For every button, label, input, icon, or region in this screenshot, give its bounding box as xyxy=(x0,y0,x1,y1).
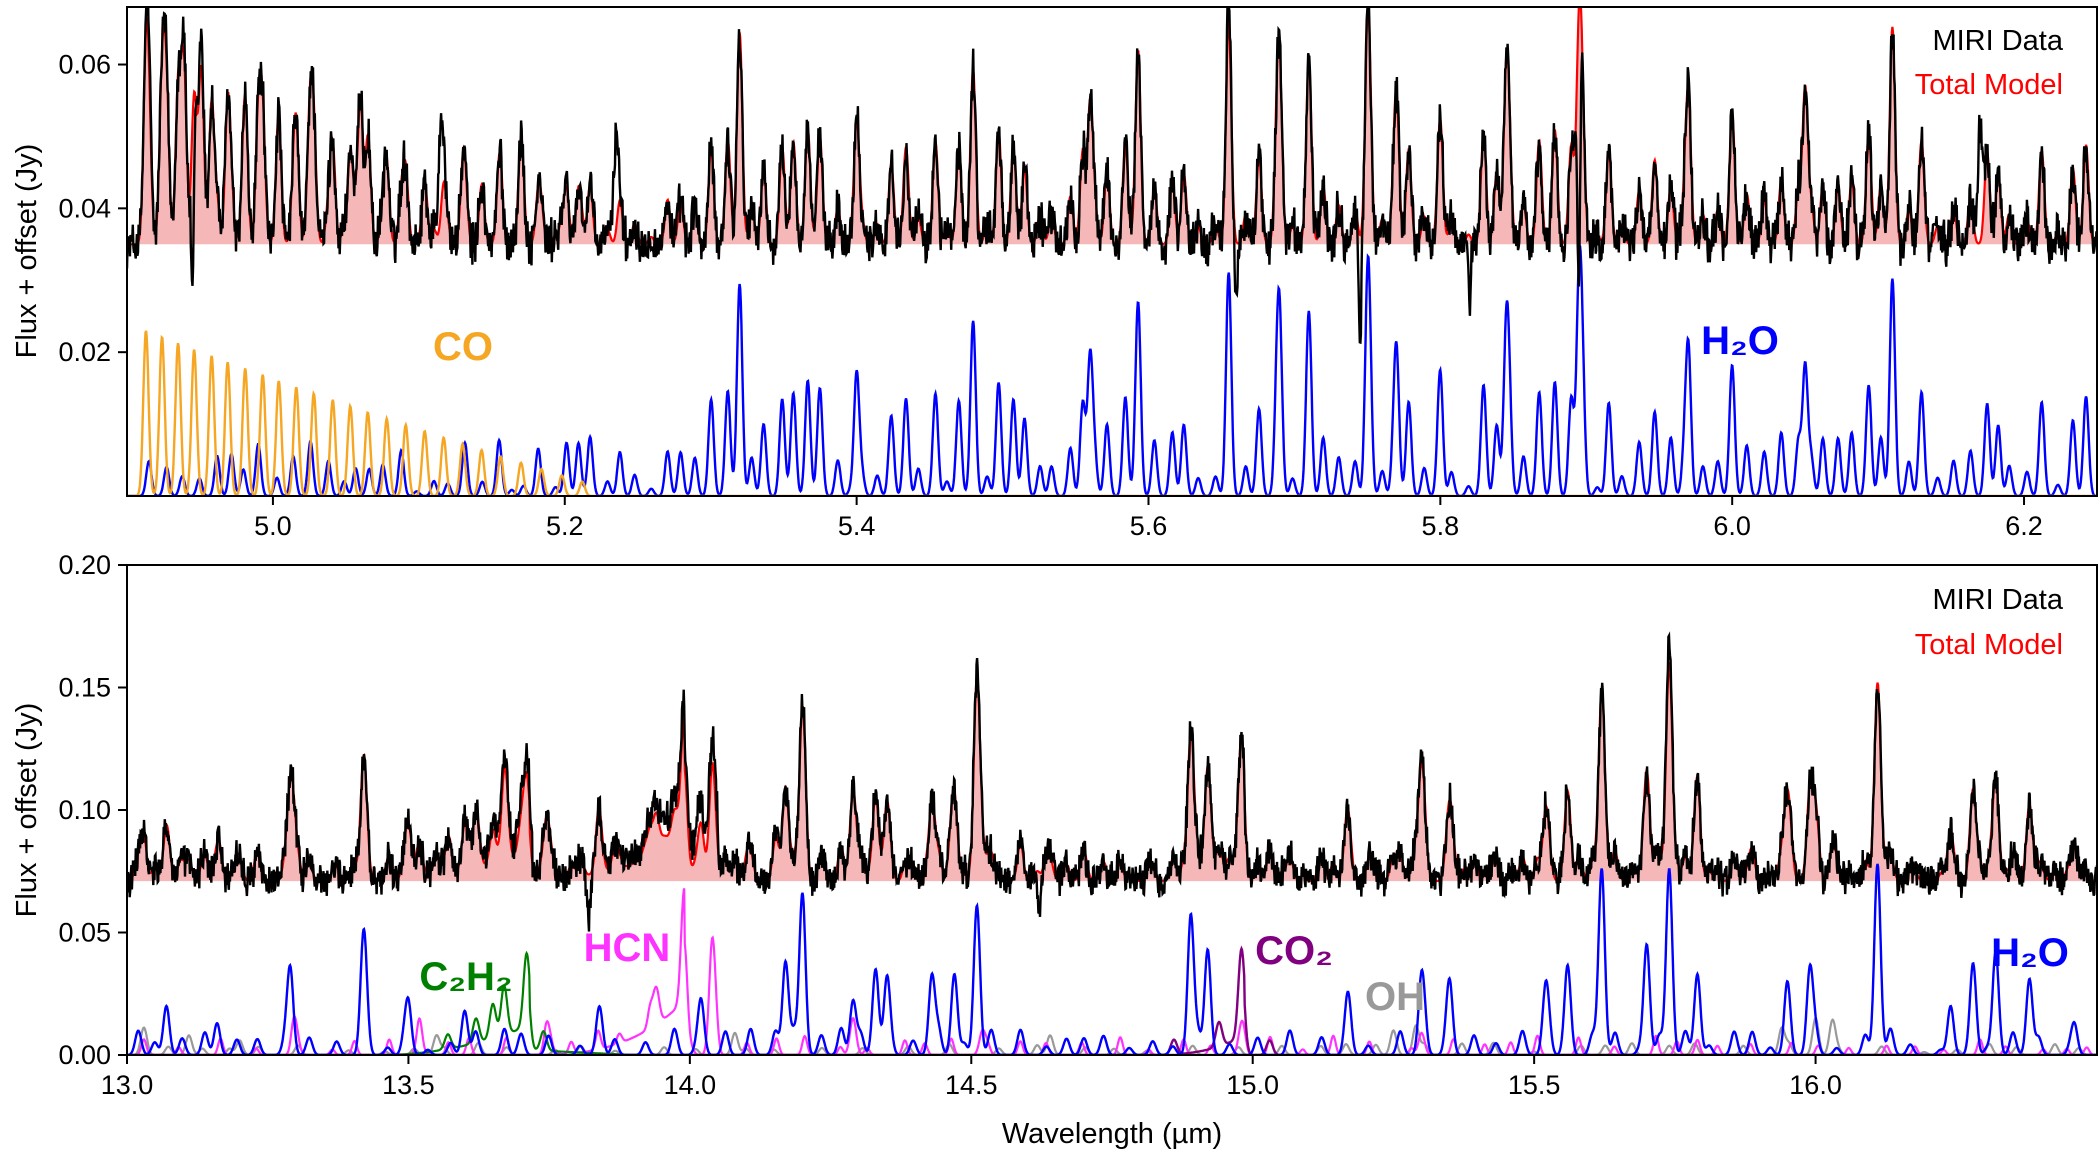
bottom-hcn-label: HCN xyxy=(584,926,671,970)
bottom-xlabel: Wavelength (µm) xyxy=(1002,1118,1222,1150)
top-panel: MIRI Data Total Model CO H₂O 5.0 5.2 5.4 5.… xyxy=(11,6,2098,541)
top-xtick-label: 5.2 xyxy=(546,511,584,541)
bottom-xtick-label: 15.0 xyxy=(1226,1070,1279,1100)
bottom-model-fill xyxy=(127,663,2097,882)
bottom-ylabel: Flux + offset (Jy) xyxy=(11,703,43,918)
top-ytick-label: 0.06 xyxy=(58,50,111,80)
top-xtick-label: 5.6 xyxy=(1130,511,1168,541)
top-xtick-label: 6.2 xyxy=(2005,511,2043,541)
bottom-axes: 13.0 13.5 14.0 14.5 15.0 15.5 16.0 0.00 0.05 0.10… xyxy=(58,550,1841,1100)
bottom-oh-series xyxy=(127,1016,2097,1055)
bottom-xtick-label: 16.0 xyxy=(1789,1070,1842,1100)
bottom-ytick-label: 0.00 xyxy=(58,1040,111,1070)
bottom-h2o-label: H₂O xyxy=(1991,931,2069,975)
top-xtick-label: 5.4 xyxy=(838,511,876,541)
bottom-ytick-label: 0.05 xyxy=(58,918,111,948)
bottom-oh-label: OH xyxy=(1365,975,1425,1019)
top-xtick-label: 5.8 xyxy=(1422,511,1460,541)
top-co-label: CO xyxy=(433,325,493,369)
bottom-data-series xyxy=(127,631,2097,932)
bottom-co2-label: CO₂ xyxy=(1255,929,1333,973)
top-data-series xyxy=(127,7,2097,345)
bottom-frame xyxy=(126,564,2098,1056)
bottom-legend-model: Total Model xyxy=(1915,629,2063,661)
bottom-xtick-label: 14.0 xyxy=(664,1070,717,1100)
bottom-xtick-label: 13.0 xyxy=(101,1070,154,1100)
top-co-series xyxy=(127,330,2097,496)
bottom-ytick-label: 0.15 xyxy=(58,673,111,703)
top-ytick-label: 0.04 xyxy=(58,193,111,223)
bottom-ytick-label: 0.20 xyxy=(58,550,111,580)
bottom-xtick-label: 14.5 xyxy=(945,1070,998,1100)
bottom-xtick-label: 15.5 xyxy=(1508,1070,1561,1100)
top-h2o-label: H₂O xyxy=(1701,319,1779,363)
bottom-plot-area: MIRI Data Total Model C₂H₂ HCN CO₂ OH H₂… xyxy=(127,584,2097,1055)
bottom-xtick-label: 13.5 xyxy=(382,1070,435,1100)
top-legend-model: Total Model xyxy=(1915,69,2063,101)
bottom-ytick-label: 0.10 xyxy=(58,795,111,825)
bottom-legend-data: MIRI Data xyxy=(1932,584,2063,616)
top-frame xyxy=(126,6,2098,497)
bottom-c2h2-label: C₂H₂ xyxy=(419,955,512,999)
top-ytick-label: 0.02 xyxy=(58,337,111,367)
top-legend-data: MIRI Data xyxy=(1932,25,2063,57)
top-plot-area: MIRI Data Total Model CO H₂O xyxy=(127,7,2097,496)
top-axes: 5.0 5.2 5.4 5.6 5.8 6.0 6.2 0.02 0.04 0.06 xyxy=(58,50,2042,541)
top-xtick-label: 5.0 xyxy=(254,511,292,541)
bottom-c2h2-series xyxy=(127,950,2097,1055)
top-ylabel: Flux + offset (Jy) xyxy=(11,144,43,359)
top-xtick-label: 6.0 xyxy=(1713,511,1751,541)
bottom-panel: MIRI Data Total Model C₂H₂ HCN CO₂ OH H₂… xyxy=(11,550,2098,1150)
